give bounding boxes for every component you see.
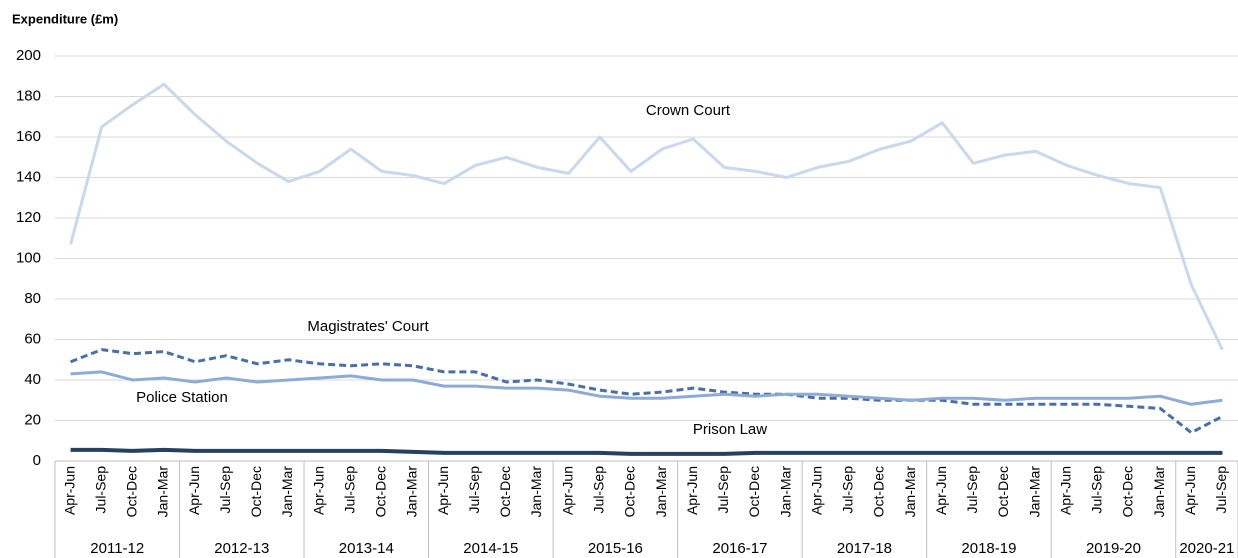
x-tick-label: Oct-Dec <box>871 466 887 517</box>
x-tick-label: Jul-Sep <box>217 466 233 514</box>
group-label: 2017-18 <box>837 540 892 557</box>
group-label: 2012-13 <box>214 540 269 557</box>
series-label: Police Station <box>136 389 228 406</box>
y-tick-label: 140 <box>16 168 41 185</box>
y-tick-label: 180 <box>16 87 41 104</box>
x-tick-label: Apr-Jun <box>1182 466 1198 515</box>
series-line <box>70 348 1224 435</box>
x-tick-label: Oct-Dec <box>124 466 140 517</box>
x-tick-label: Apr-Jun <box>933 466 949 515</box>
x-tick-label: Oct-Dec <box>622 466 638 517</box>
y-tick-label: 60 <box>24 330 41 347</box>
x-tick-label: Oct-Dec <box>248 466 264 517</box>
x-tick-label: Jul-Sep <box>1213 466 1229 514</box>
x-tick-label: Jan-Mar <box>155 466 171 518</box>
x-tick-label: Apr-Jun <box>310 466 326 515</box>
y-tick-label: 200 <box>16 47 41 64</box>
series-label: Magistrates' Court <box>307 318 429 335</box>
y-tick-label: 0 <box>33 452 41 469</box>
x-tick-label: Jul-Sep <box>591 466 607 514</box>
x-tick-label: Apr-Jun <box>435 466 451 515</box>
y-tick-label: 120 <box>16 209 41 226</box>
x-tick-label: Oct-Dec <box>1120 466 1136 517</box>
y-tick-label: 20 <box>24 411 41 428</box>
x-tick-label: Oct-Dec <box>497 466 513 517</box>
x-tick-label: Jan-Mar <box>777 466 793 518</box>
group-label: 2016-17 <box>712 540 767 557</box>
x-tick-label: Jul-Sep <box>466 466 482 514</box>
x-tick-label: Jul-Sep <box>341 466 357 514</box>
y-tick-label: 160 <box>16 128 41 145</box>
x-tick-label: Jul-Sep <box>92 466 108 514</box>
x-tick-label: Jul-Sep <box>715 466 731 514</box>
x-tick-label: Jul-Sep <box>1089 466 1105 514</box>
x-tick-label: Apr-Jun <box>808 466 824 515</box>
x-tick-label: Apr-Jun <box>61 466 77 515</box>
x-tick-label: Apr-Jun <box>684 466 700 515</box>
group-label: 2013-14 <box>339 540 394 557</box>
x-tick-label: Apr-Jun <box>1057 466 1073 515</box>
x-tick-label: Apr-Jun <box>559 466 575 515</box>
group-label: 2014-15 <box>463 540 518 557</box>
x-tick-label: Jan-Mar <box>1026 466 1042 518</box>
x-tick-label: Oct-Dec <box>746 466 762 517</box>
group-label: 2015-16 <box>588 540 643 557</box>
series-line <box>70 370 1223 406</box>
x-tick-label: Jan-Mar <box>528 466 544 518</box>
series-label: Crown Court <box>646 102 731 119</box>
x-tick-label: Jul-Sep <box>964 466 980 514</box>
group-label: 2019-20 <box>1086 540 1141 557</box>
group-label: 2020-21 <box>1179 540 1234 557</box>
series-label: Prison Law <box>693 421 767 438</box>
y-tick-label: 80 <box>24 290 41 307</box>
group-label: 2011-12 <box>90 540 144 557</box>
x-tick-label: Jan-Mar <box>1151 466 1167 518</box>
x-tick-label: Jan-Mar <box>653 466 669 518</box>
series-line <box>69 82 1224 351</box>
y-tick-label: 100 <box>16 249 41 266</box>
series-line <box>70 447 1223 456</box>
x-tick-label: Jan-Mar <box>404 466 420 518</box>
y-axis-title: Expenditure (£m) <box>12 11 118 26</box>
x-tick-label: Jan-Mar <box>902 466 918 518</box>
group-label: 2018-19 <box>961 540 1016 557</box>
x-tick-label: Jul-Sep <box>840 466 856 514</box>
x-tick-label: Apr-Jun <box>186 466 202 515</box>
x-tick-label: Oct-Dec <box>995 466 1011 517</box>
x-tick-label: Oct-Dec <box>373 466 389 517</box>
x-tick-label: Jan-Mar <box>279 466 295 518</box>
y-tick-label: 40 <box>24 371 41 388</box>
